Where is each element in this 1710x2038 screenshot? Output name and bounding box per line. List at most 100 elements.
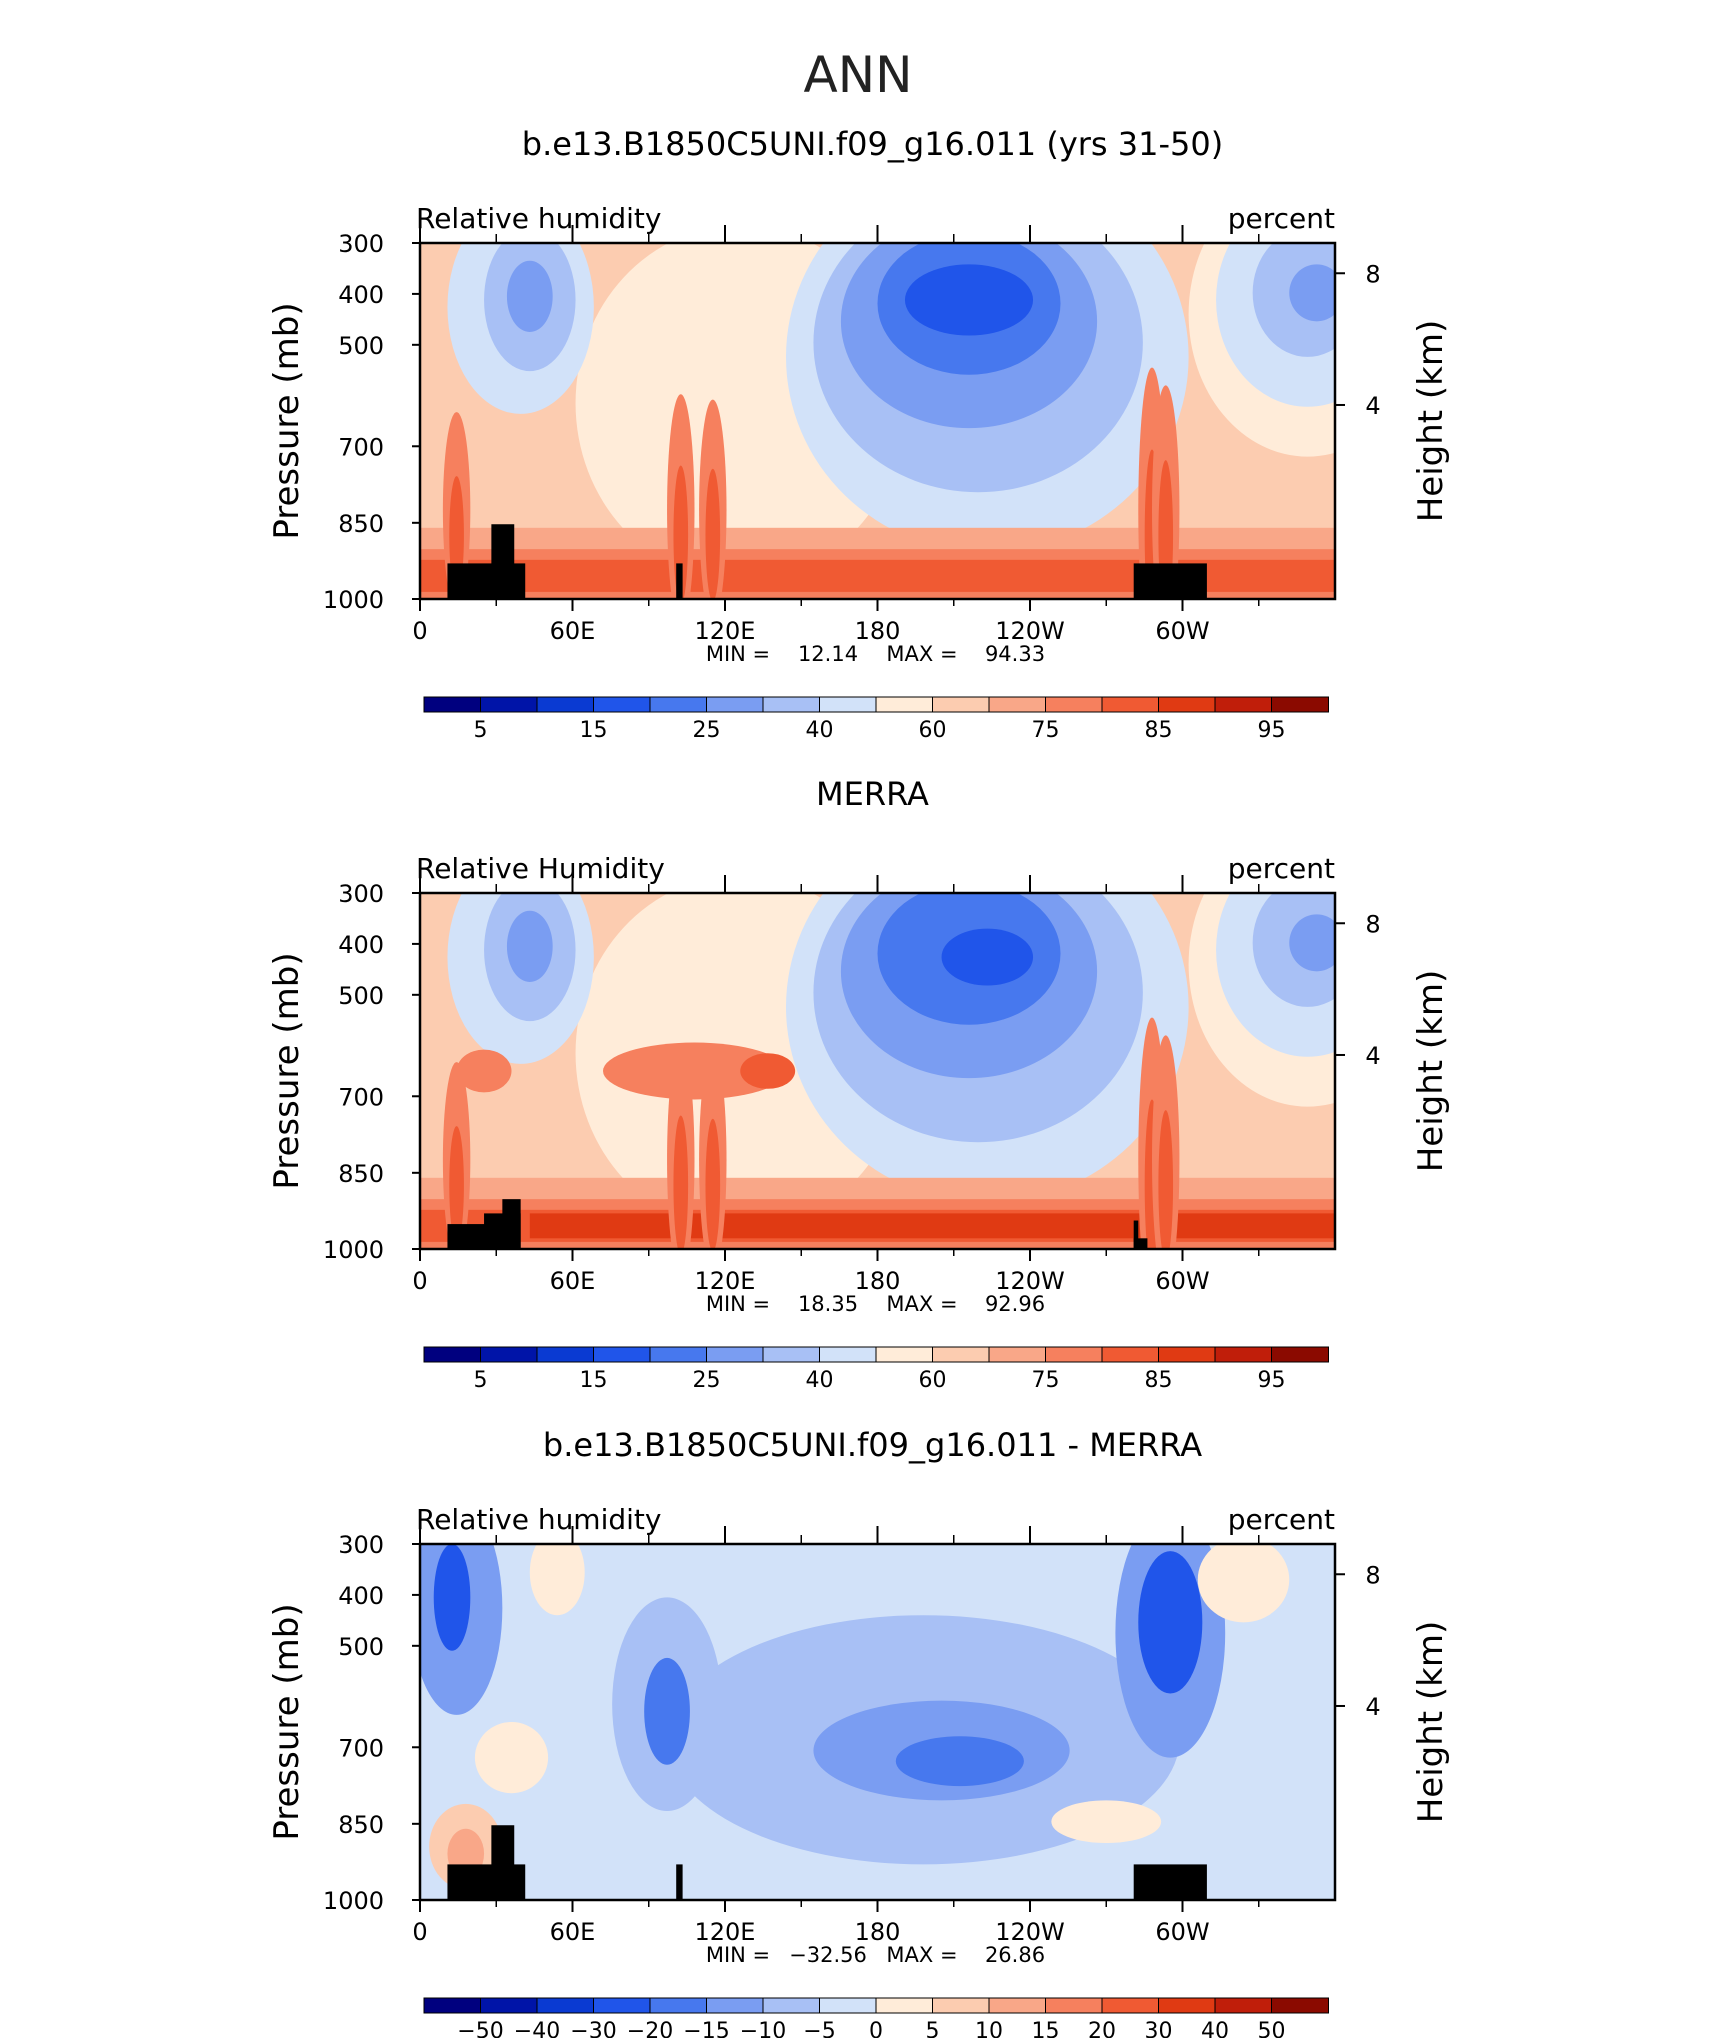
field-contour xyxy=(506,910,553,983)
y2-axis-title: Height (km) xyxy=(1411,320,1451,523)
stats-max-label: MAX = xyxy=(886,1943,957,1967)
colorbar-box xyxy=(423,1346,482,1363)
field-contour xyxy=(705,468,721,599)
colorbar-box xyxy=(988,1346,1047,1363)
y-tick-label: 500 xyxy=(338,982,384,1010)
colorbar-box xyxy=(649,1346,708,1363)
terrain-mask xyxy=(1133,1238,1148,1249)
stats-max-label: MAX = xyxy=(886,1292,957,1316)
x-tick-label: 0 xyxy=(412,1918,427,1946)
figure-title: ANN xyxy=(803,46,912,104)
colorbar-label: 15 xyxy=(1032,2019,1060,2038)
field-contour xyxy=(529,1544,585,1616)
y-tick-label: 1000 xyxy=(323,1236,384,1264)
y2-axis-title: Height (km) xyxy=(1411,970,1451,1173)
colorbar-label: 75 xyxy=(1032,1368,1060,1393)
colorbar-box xyxy=(932,696,990,713)
field-contour xyxy=(1138,1551,1203,1694)
colorbar-box xyxy=(649,696,708,713)
y-axis-title: Pressure (mb) xyxy=(267,302,307,539)
terrain-mask xyxy=(1133,1864,1207,1900)
x-tick-label: 120E xyxy=(695,1267,756,1295)
field-contour xyxy=(1289,914,1335,972)
y-tick-label: 700 xyxy=(338,1083,384,1111)
colorbar-box xyxy=(536,1997,595,2014)
colorbar-label: 15 xyxy=(580,1368,608,1393)
panel-units: percent xyxy=(1228,1503,1335,1536)
field-contour xyxy=(904,264,1034,336)
colorbar-label: 60 xyxy=(919,1368,947,1393)
colorbar-label: 95 xyxy=(1258,718,1286,743)
panel-title: MERRA xyxy=(816,775,929,813)
colorbar-label: 5 xyxy=(474,718,488,743)
y2-tick-label: 8 xyxy=(1365,1561,1380,1589)
contour-field xyxy=(420,893,1335,1249)
colorbar-label: −20 xyxy=(627,2019,673,2038)
panel-left-string: Relative humidity xyxy=(416,202,661,235)
y-tick-label: 400 xyxy=(338,281,384,309)
field-contour xyxy=(740,1053,796,1089)
colorbar-label: 20 xyxy=(1088,2019,1116,2038)
colorbar-label: 25 xyxy=(693,1368,721,1393)
terrain-mask xyxy=(676,1864,683,1900)
colorbar-label: −40 xyxy=(514,2019,560,2038)
stats-max-value: 92.96 xyxy=(985,1292,1045,1316)
y-tick-label: 850 xyxy=(338,1160,384,1188)
chart-panel: b.e13.B1850C5UNI.f09_g16.011 (yrs 31-50)… xyxy=(267,125,1451,743)
colorbar-box xyxy=(819,1346,877,1363)
colorbar-label: 5 xyxy=(474,1368,488,1393)
colorbar-box xyxy=(1214,1346,1273,1363)
colorbar-box xyxy=(706,696,764,713)
y-tick-label: 850 xyxy=(338,510,384,538)
colorbar-label: 10 xyxy=(975,2019,1003,2038)
colorbar-box xyxy=(1045,696,1103,713)
colorbar-box xyxy=(762,1997,821,2014)
field-contour xyxy=(644,1657,690,1765)
colorbar-box xyxy=(1158,696,1216,713)
x-tick-label: 60W xyxy=(1155,1267,1209,1295)
colorbar-box xyxy=(1158,1346,1216,1363)
x-tick-label: 60E xyxy=(550,1918,596,1946)
terrain-mask xyxy=(493,1864,526,1900)
y-tick-label: 1000 xyxy=(323,1887,384,1915)
y-tick-label: 300 xyxy=(338,230,384,258)
stats-min-label: MIN = xyxy=(706,642,770,666)
terrain-mask xyxy=(1133,1220,1139,1249)
x-tick-label: 120W xyxy=(995,617,1065,645)
y-tick-label: 400 xyxy=(338,931,384,959)
stats-min-label: MIN = xyxy=(706,1943,770,1967)
y-tick-label: 300 xyxy=(338,1531,384,1559)
field-contour xyxy=(1197,1544,1290,1623)
y2-tick-label: 8 xyxy=(1365,910,1380,938)
colorbar-label: 5 xyxy=(926,2019,940,2038)
x-tick-label: 60W xyxy=(1155,617,1209,645)
colorbar-box xyxy=(1101,1346,1160,1363)
x-tick-label: 60E xyxy=(550,1267,596,1295)
panels: b.e13.B1850C5UNI.f09_g16.011 (yrs 31-50)… xyxy=(267,125,1451,2038)
colorbar-label: −50 xyxy=(457,2019,503,2038)
field-contour xyxy=(506,260,553,332)
colorbar-box xyxy=(593,1346,651,1363)
colorbar-label: −10 xyxy=(740,2019,786,2038)
terrain-mask xyxy=(493,563,526,599)
y-axis-title: Pressure (mb) xyxy=(267,952,307,1189)
panel-title: b.e13.B1850C5UNI.f09_g16.011 (yrs 31-50) xyxy=(522,125,1223,163)
x-tick-label: 180 xyxy=(855,1918,901,1946)
colorbar-box xyxy=(1214,1997,1273,2014)
stats-max-value: 26.86 xyxy=(985,1943,1045,1967)
field-contour xyxy=(1158,1110,1174,1249)
x-tick-label: 60W xyxy=(1155,1918,1209,1946)
colorbar-box xyxy=(480,1346,538,1363)
colorbar-box xyxy=(1271,696,1329,713)
panel-left-string: Relative humidity xyxy=(416,1503,661,1536)
colorbar-box xyxy=(932,1346,990,1363)
field-contour xyxy=(895,1736,1024,1787)
colorbar-label: 85 xyxy=(1145,718,1173,743)
stats-max-value: 94.33 xyxy=(985,642,1045,666)
colorbar-box xyxy=(819,1997,877,2014)
contour-field xyxy=(420,243,1335,599)
terrain-mask xyxy=(1133,563,1207,599)
y-tick-label: 400 xyxy=(338,1582,384,1610)
